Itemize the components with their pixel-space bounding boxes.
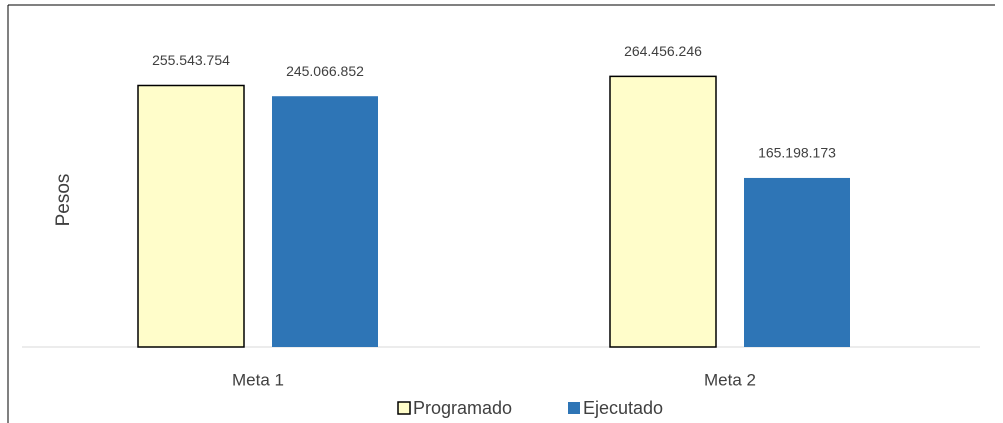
bar bbox=[609, 75, 717, 348]
x-tick-label: Meta 2 bbox=[704, 370, 756, 389]
x-tick-label: Meta 1 bbox=[232, 370, 284, 389]
bar bbox=[137, 84, 245, 348]
legend-swatch bbox=[568, 402, 580, 414]
data-label: 255.543.754 bbox=[152, 52, 230, 68]
data-label: 245.066.852 bbox=[286, 63, 364, 79]
data-label: 264.456.246 bbox=[624, 43, 702, 59]
legend-label: Ejecutado bbox=[583, 398, 663, 418]
bar bbox=[744, 177, 850, 347]
legend-label: Programado bbox=[413, 398, 512, 418]
data-label: 165.198.173 bbox=[758, 145, 836, 161]
y-axis-label: Pesos bbox=[53, 174, 74, 227]
bar bbox=[272, 96, 378, 347]
legend-swatch bbox=[397, 401, 411, 415]
